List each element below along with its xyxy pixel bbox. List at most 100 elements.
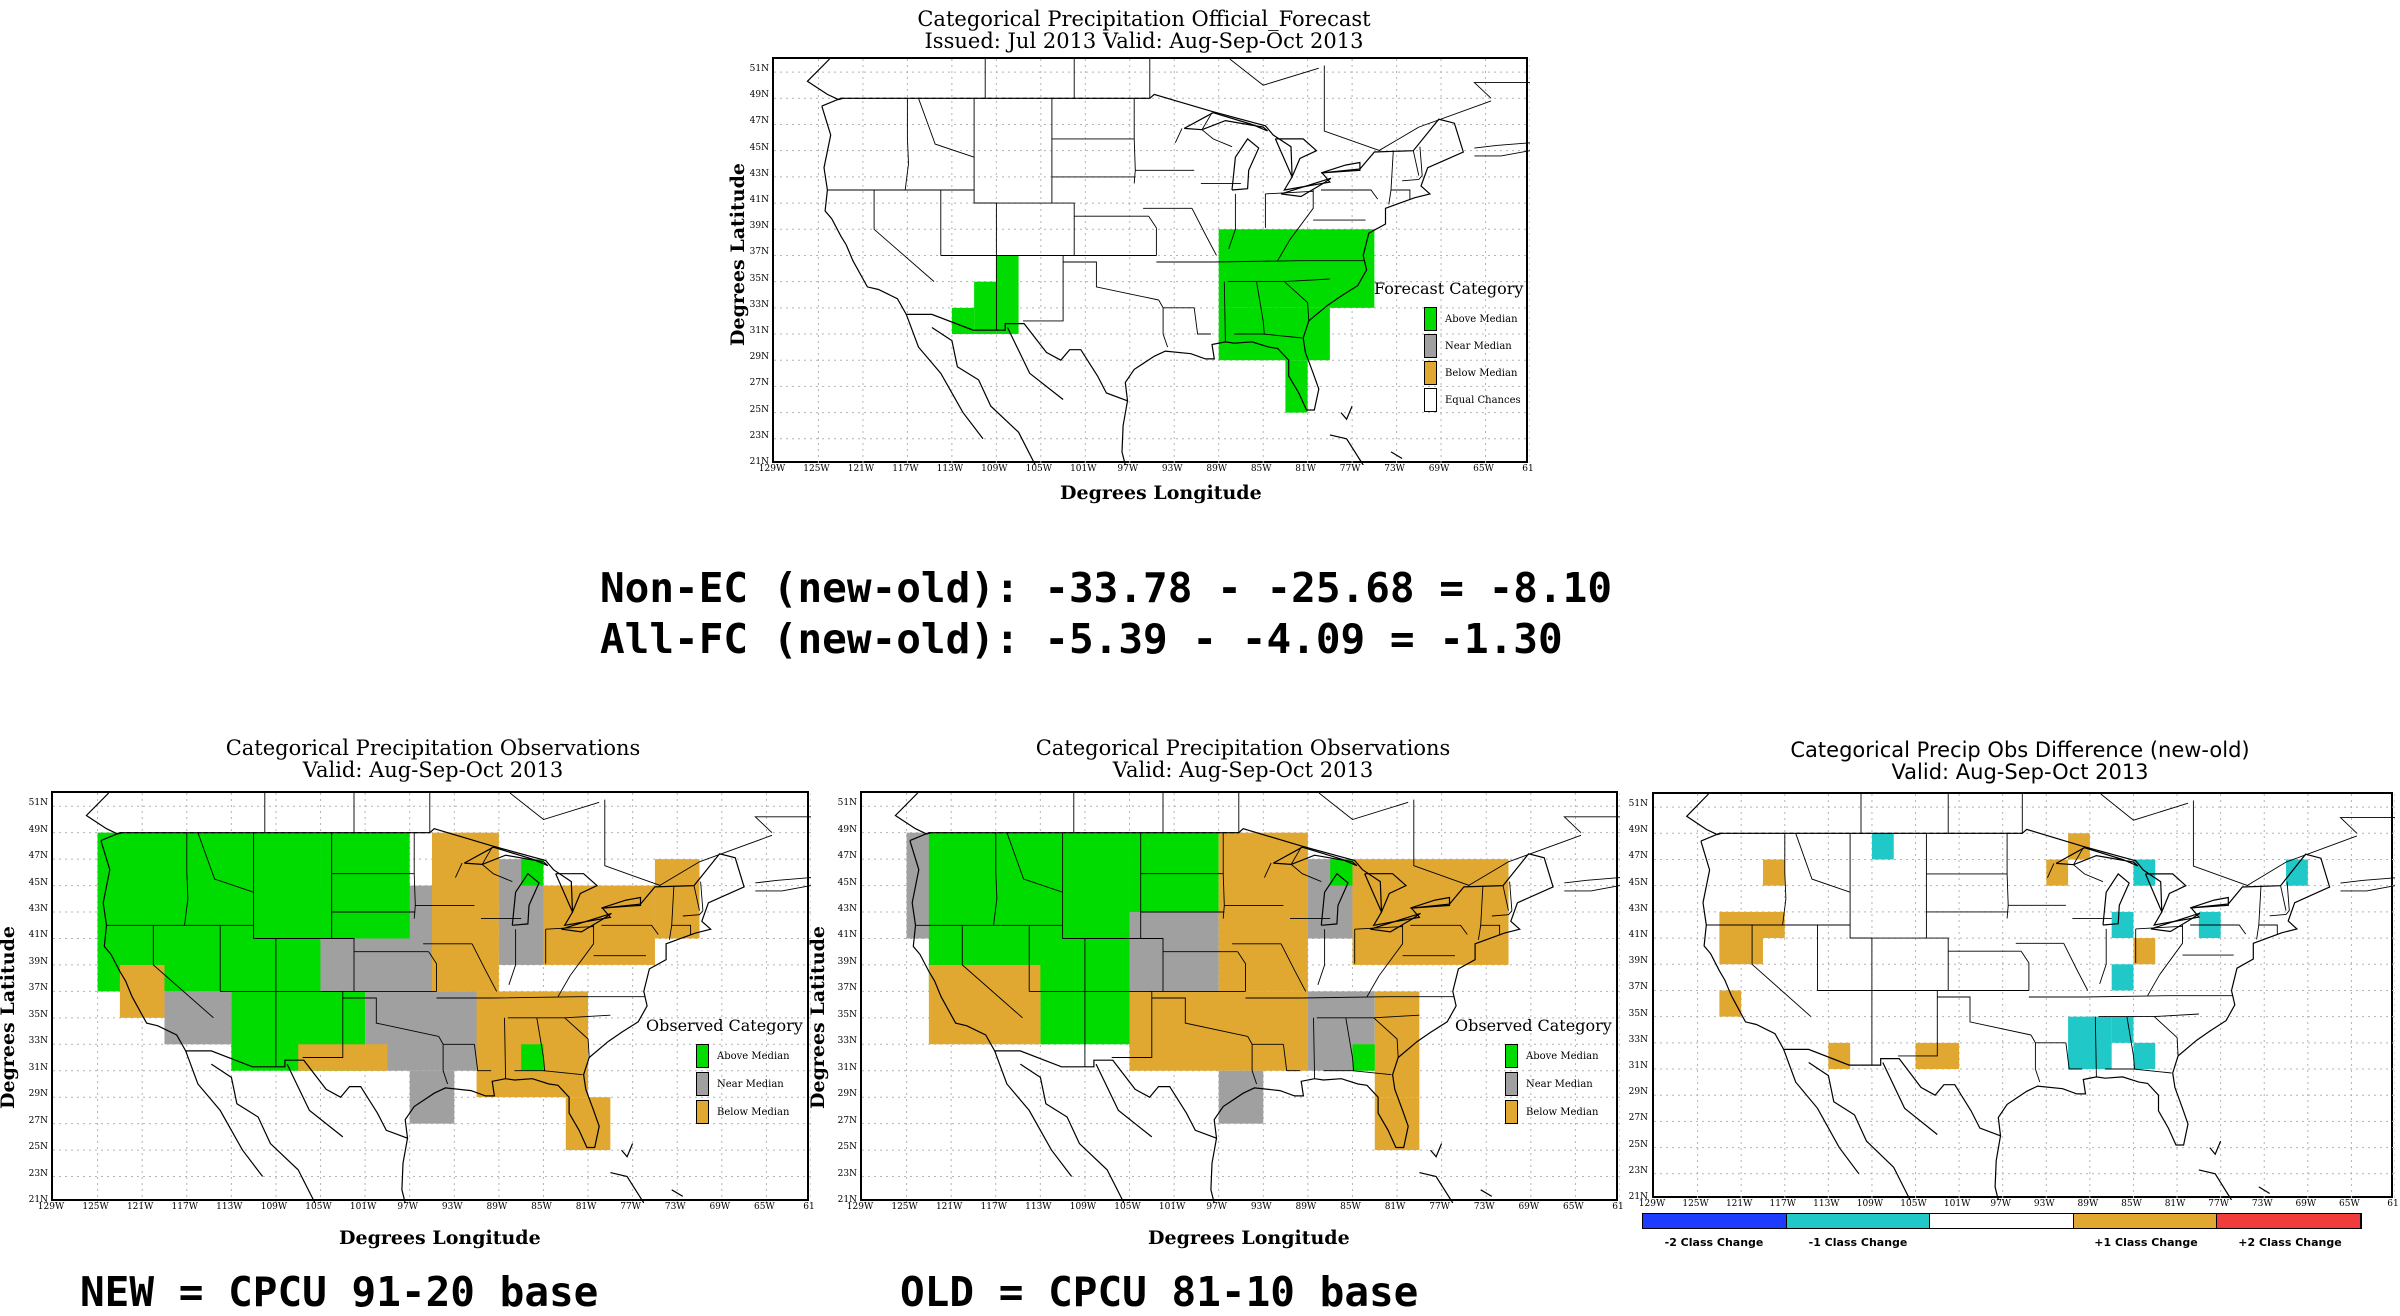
category-cell-above [951, 307, 975, 335]
state-boundary [1410, 924, 1468, 935]
category-cell-below [928, 964, 1041, 1045]
lon-tick-label: 105W [1025, 464, 1053, 474]
diff-lon-ticks: 129W 125W 121W 117W 113W 109W 105W 101W 97W 93W 89… [1639, 1198, 2399, 1212]
legend-swatch [1424, 334, 1437, 358]
lat-tick-label: 47N [28, 851, 48, 862]
legend-item: Below Median [1424, 361, 1517, 385]
state-boundary [1477, 885, 1484, 940]
lon-tick-label: 77W [620, 1202, 641, 1212]
lon-tick-label: 93W [1161, 464, 1183, 474]
us-coastline [909, 828, 1554, 1149]
lat-tick-label: 39N [749, 221, 769, 232]
lon-tick-label: 61 [1612, 1202, 1624, 1212]
great-lake-outline [555, 873, 599, 914]
state-boundary [2286, 881, 2290, 911]
lon-tick-label: 113W [1025, 1202, 1052, 1212]
note-new-base: NEW = CPCU 91-20 base [80, 1268, 599, 1316]
state-boundary [428, 951, 437, 992]
state-boundary [1850, 937, 1949, 991]
lon-tick-label: 109W [981, 464, 1008, 474]
state-boundary [471, 943, 498, 992]
state-boundary [2105, 1016, 2136, 1070]
state-boundary [1321, 189, 1379, 200]
state-boundary [1502, 885, 1509, 911]
mexico-coastline [1006, 327, 1064, 400]
canada-coastline [806, 59, 844, 101]
caribbean-island [2198, 1169, 2233, 1200]
great-lake-outline [464, 846, 549, 867]
map-outlines [806, 59, 1530, 465]
state-boundary [2153, 1016, 2179, 1056]
lon-tick-label: 121W [847, 464, 875, 474]
lat-tick-label: 49N [837, 824, 857, 835]
state-boundary [543, 1070, 583, 1076]
colorbar-segment [1643, 1214, 1787, 1228]
lat-tick-label: 21N [837, 1195, 857, 1205]
lon-tick-label: 113W [1813, 1199, 1840, 1209]
caribbean-island [621, 1143, 634, 1158]
lat-tick-label: 37N [749, 247, 769, 258]
lon-tick-label: 105W [1114, 1202, 1141, 1212]
lon-tick-label: 73W [1384, 464, 1405, 474]
lat-tick-label: 45N [837, 877, 857, 888]
state-boundary [2269, 910, 2290, 917]
great-lake-outline [2055, 847, 2139, 867]
state-boundary [1062, 938, 1164, 992]
lat-tick-label: 51N [749, 64, 769, 75]
state-boundary [1316, 1014, 1420, 1019]
lon-tick-label: 121W [1725, 1199, 1753, 1209]
state-boundary [152, 925, 214, 1019]
lat-tick-label: 37N [1628, 982, 1648, 993]
caribbean-island [1340, 405, 1353, 421]
lon-tick-label: 113W [216, 1202, 243, 1212]
lon-tick-label: 93W [441, 1202, 463, 1212]
lat-tick-label: 33N [749, 299, 769, 310]
lat-tick-label: 23N [1628, 1165, 1648, 1176]
category-cell-above [521, 859, 544, 886]
category-cell-below [1374, 1097, 1420, 1151]
state-boundary [601, 924, 659, 935]
caribbean-island [2258, 1186, 2271, 1195]
legend-item: Near Median [1424, 334, 1512, 358]
lat-tick-label: 21N [28, 1195, 48, 1205]
state-boundary [545, 926, 594, 930]
legend-label: Above Median [717, 1050, 790, 1062]
lon-tick-label: 65W [1563, 1202, 1584, 1212]
mexico-coastline [1783, 1049, 1860, 1175]
obs-old-title: Categorical Precipitation Observations V… [1035, 736, 1451, 782]
state-boundary [1317, 929, 1326, 985]
lat-tick-label: 45N [1628, 877, 1648, 888]
legend-label: Above Median [1445, 313, 1518, 325]
diff-colorbar [1642, 1213, 2362, 1229]
lat-tick-label: 23N [749, 430, 769, 441]
state-boundary [993, 832, 998, 926]
legend-item: Near Median [696, 1072, 784, 1096]
canada-boundary [755, 877, 811, 884]
lat-tick-label: 25N [28, 1142, 48, 1153]
state-boundary [2099, 928, 2107, 985]
state-boundary [1289, 190, 1314, 240]
lon-tick-label: 125W [82, 1202, 109, 1212]
lat-tick-label: 47N [1628, 851, 1648, 862]
category-cell-below [565, 1097, 611, 1151]
state-boundary [1782, 833, 1787, 926]
lon-tick-label: 129W [758, 464, 786, 474]
lon-tick-label: 97W [1117, 464, 1139, 474]
mexico-coastline [1994, 1135, 2002, 1200]
state-boundary [1898, 990, 1938, 1057]
lon-tick-label: 97W [1990, 1199, 2012, 1209]
legend-item: Near Median [1505, 1072, 1593, 1096]
us-coastline [821, 93, 1465, 411]
state-boundary [671, 924, 692, 935]
state-boundary [1193, 307, 1211, 335]
colorbar-segment [2073, 1214, 2218, 1228]
state-boundary [1277, 239, 1291, 261]
obs-old-xlabel: Degrees Longitude [1148, 1227, 1350, 1249]
category-cell-plus1 [1719, 990, 1742, 1017]
lat-tick-label: 35N [28, 1009, 48, 1020]
canada-boundary [1323, 65, 1381, 152]
state-boundary [1158, 299, 1169, 348]
category-cell-above [1330, 859, 1353, 886]
diff-colorbar-labels: -2 Class Change -1 Class Change +1 Class C… [1642, 1236, 2362, 1252]
canada-boundary [755, 885, 811, 892]
